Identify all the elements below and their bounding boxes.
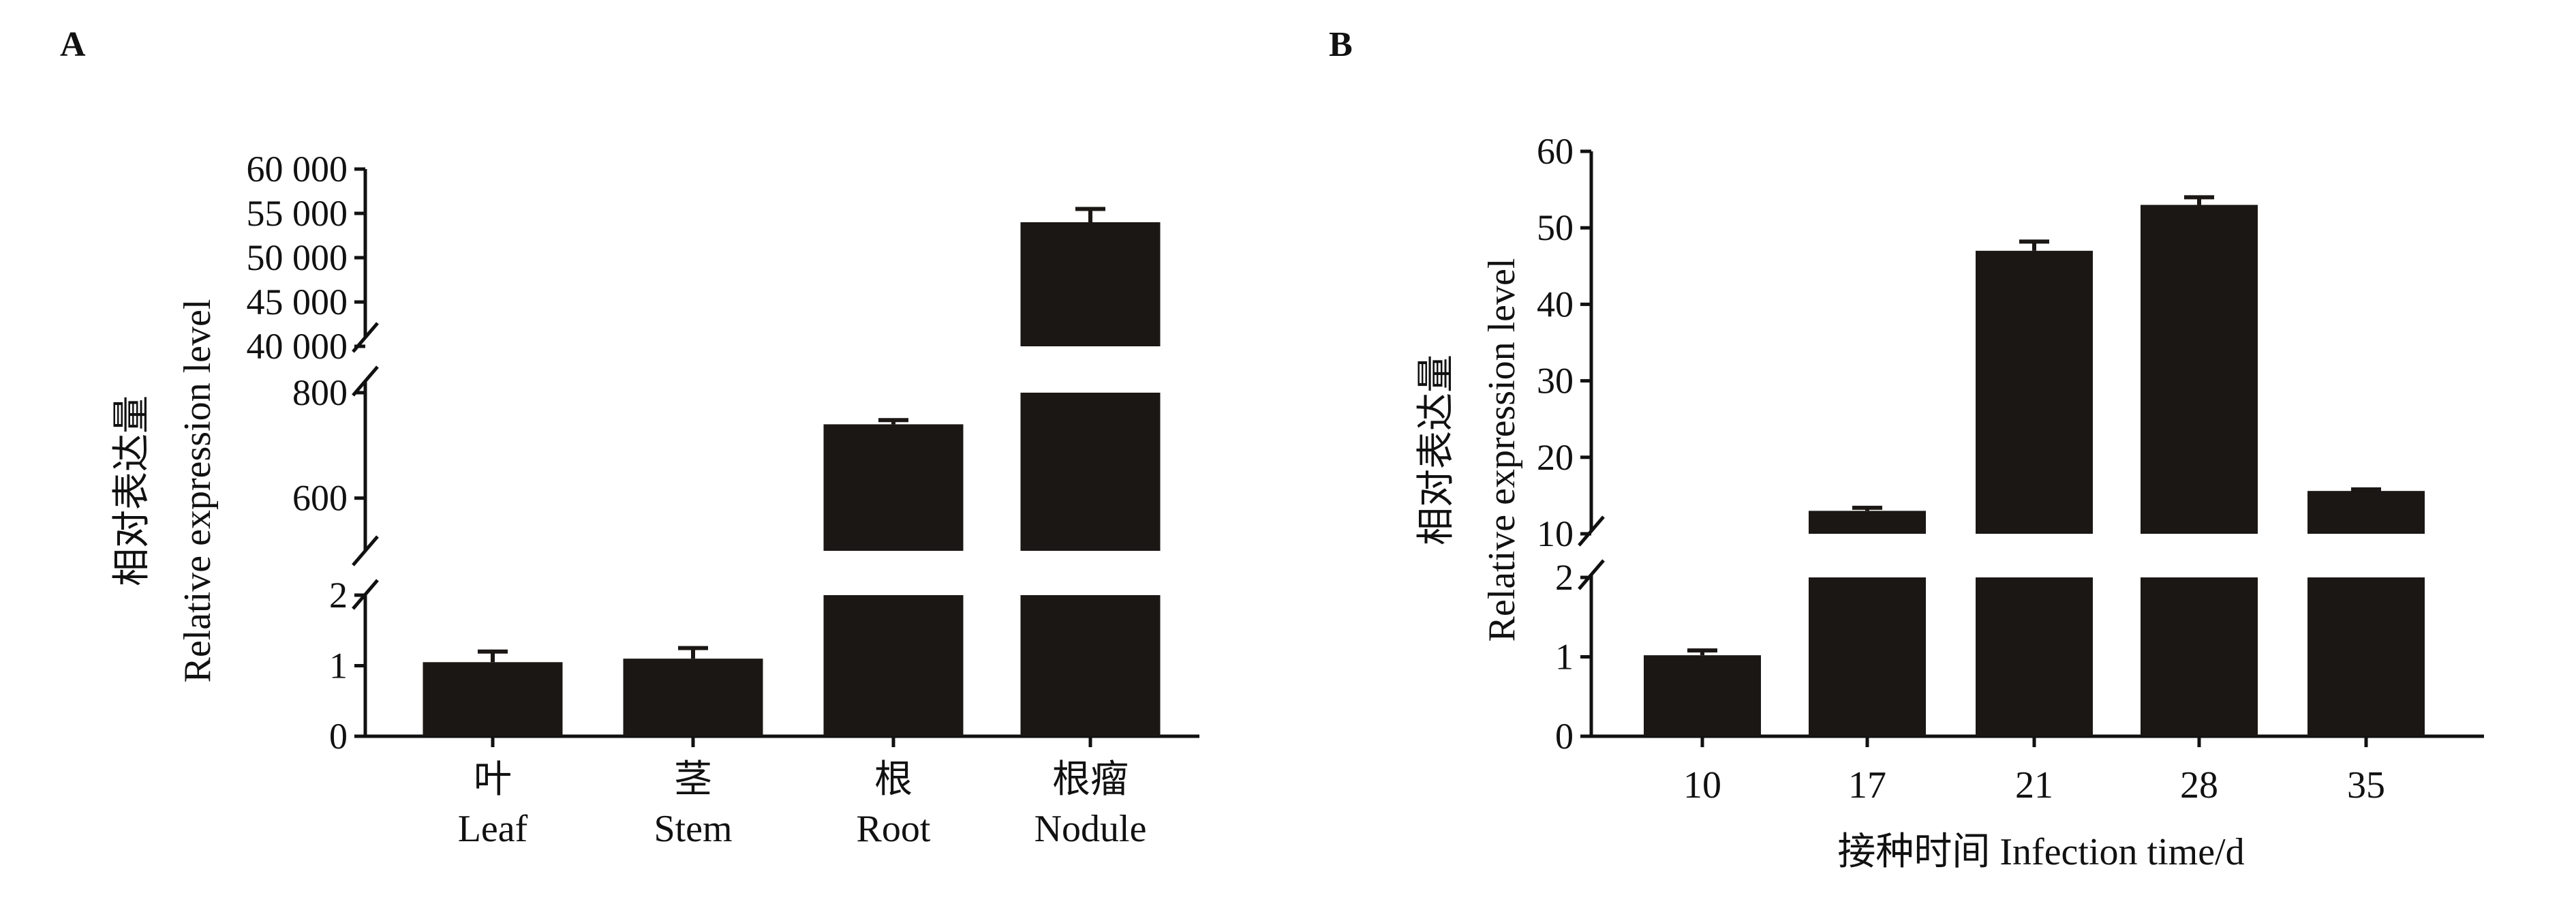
category-label-cn: 叶 xyxy=(474,759,512,801)
category-label-en: Leaf xyxy=(458,808,528,850)
bar xyxy=(1020,222,1161,346)
category-label-cn: 根 xyxy=(874,759,913,801)
bar xyxy=(1020,393,1161,551)
bar xyxy=(1809,577,1926,736)
x-tick-label: 28 xyxy=(2180,764,2218,806)
y-tick-label: 800 xyxy=(292,372,348,413)
bar xyxy=(823,595,964,736)
bar xyxy=(423,662,563,736)
y-tick-label: 2 xyxy=(1555,557,1574,598)
bar xyxy=(823,424,964,551)
category-label-en: Root xyxy=(857,808,931,850)
x-tick-label: 17 xyxy=(1848,764,1886,806)
category-label-en: Nodule xyxy=(1034,808,1147,850)
y-axis-title-en: Relative expression level xyxy=(1481,258,1523,642)
y-tick-label: 45 000 xyxy=(247,282,348,322)
y-axis-title-cn: 相对表达量 xyxy=(111,395,153,586)
panel-label-a: A xyxy=(60,25,86,64)
bar xyxy=(2307,491,2425,534)
y-axis-title-en: Relative expression level xyxy=(177,299,219,683)
x-tick-label: 35 xyxy=(2347,764,2385,806)
category-label-cn: 茎 xyxy=(674,759,712,801)
y-tick-label: 600 xyxy=(292,478,348,519)
bar xyxy=(1976,577,2093,736)
bar xyxy=(2307,577,2425,736)
category-label-en: Stem xyxy=(654,808,732,850)
axis-break-mark xyxy=(352,535,379,567)
axis-break-mark xyxy=(352,365,379,397)
bar xyxy=(2141,205,2258,534)
y-axis xyxy=(1578,151,1605,736)
y-tick-label: 0 xyxy=(329,716,348,757)
x-axis-title: 接种时间 Infection time/d xyxy=(1837,831,2244,873)
y-tick-label: 10 xyxy=(1537,513,1574,554)
y-tick-label: 1 xyxy=(329,646,348,686)
x-tick-label: 10 xyxy=(1683,764,1721,806)
y-tick-label: 40 000 xyxy=(247,326,348,367)
bar xyxy=(1976,250,2093,534)
y-tick-label: 1 xyxy=(1555,637,1574,678)
y-tick-label: 50 000 xyxy=(247,237,348,278)
chart-panel-a: 相对表达量 Relative expression level 0 1 2 600 80… xyxy=(111,149,1199,850)
y-tick-label: 60 000 xyxy=(247,149,348,190)
y-axis-title-cn: 相对表达量 xyxy=(1415,354,1458,545)
y-axis xyxy=(352,169,379,736)
bar xyxy=(1809,511,1926,534)
bar xyxy=(1644,655,1761,736)
y-tick-label: 20 xyxy=(1537,437,1574,478)
x-tick-label: 21 xyxy=(2015,764,2053,806)
axis-break-mark xyxy=(1578,559,1605,590)
y-tick-label: 2 xyxy=(329,575,348,616)
axis-break-mark xyxy=(1578,515,1605,547)
chart-panel-b: 相对表达量 Relative expression level 01210203… xyxy=(1415,131,2484,873)
y-tick-label: 30 xyxy=(1537,361,1574,402)
y-tick-label: 0 xyxy=(1555,716,1574,757)
y-tick-label: 40 xyxy=(1537,284,1574,324)
bar xyxy=(2141,577,2258,736)
y-tick-label: 50 xyxy=(1537,207,1574,248)
category-label-cn: 根瘤 xyxy=(1052,759,1129,801)
panel-label-b: B xyxy=(1329,25,1353,64)
bar xyxy=(1020,595,1161,736)
y-tick-label: 60 xyxy=(1537,131,1574,172)
y-tick-label: 55 000 xyxy=(247,193,348,234)
bar xyxy=(623,659,763,736)
